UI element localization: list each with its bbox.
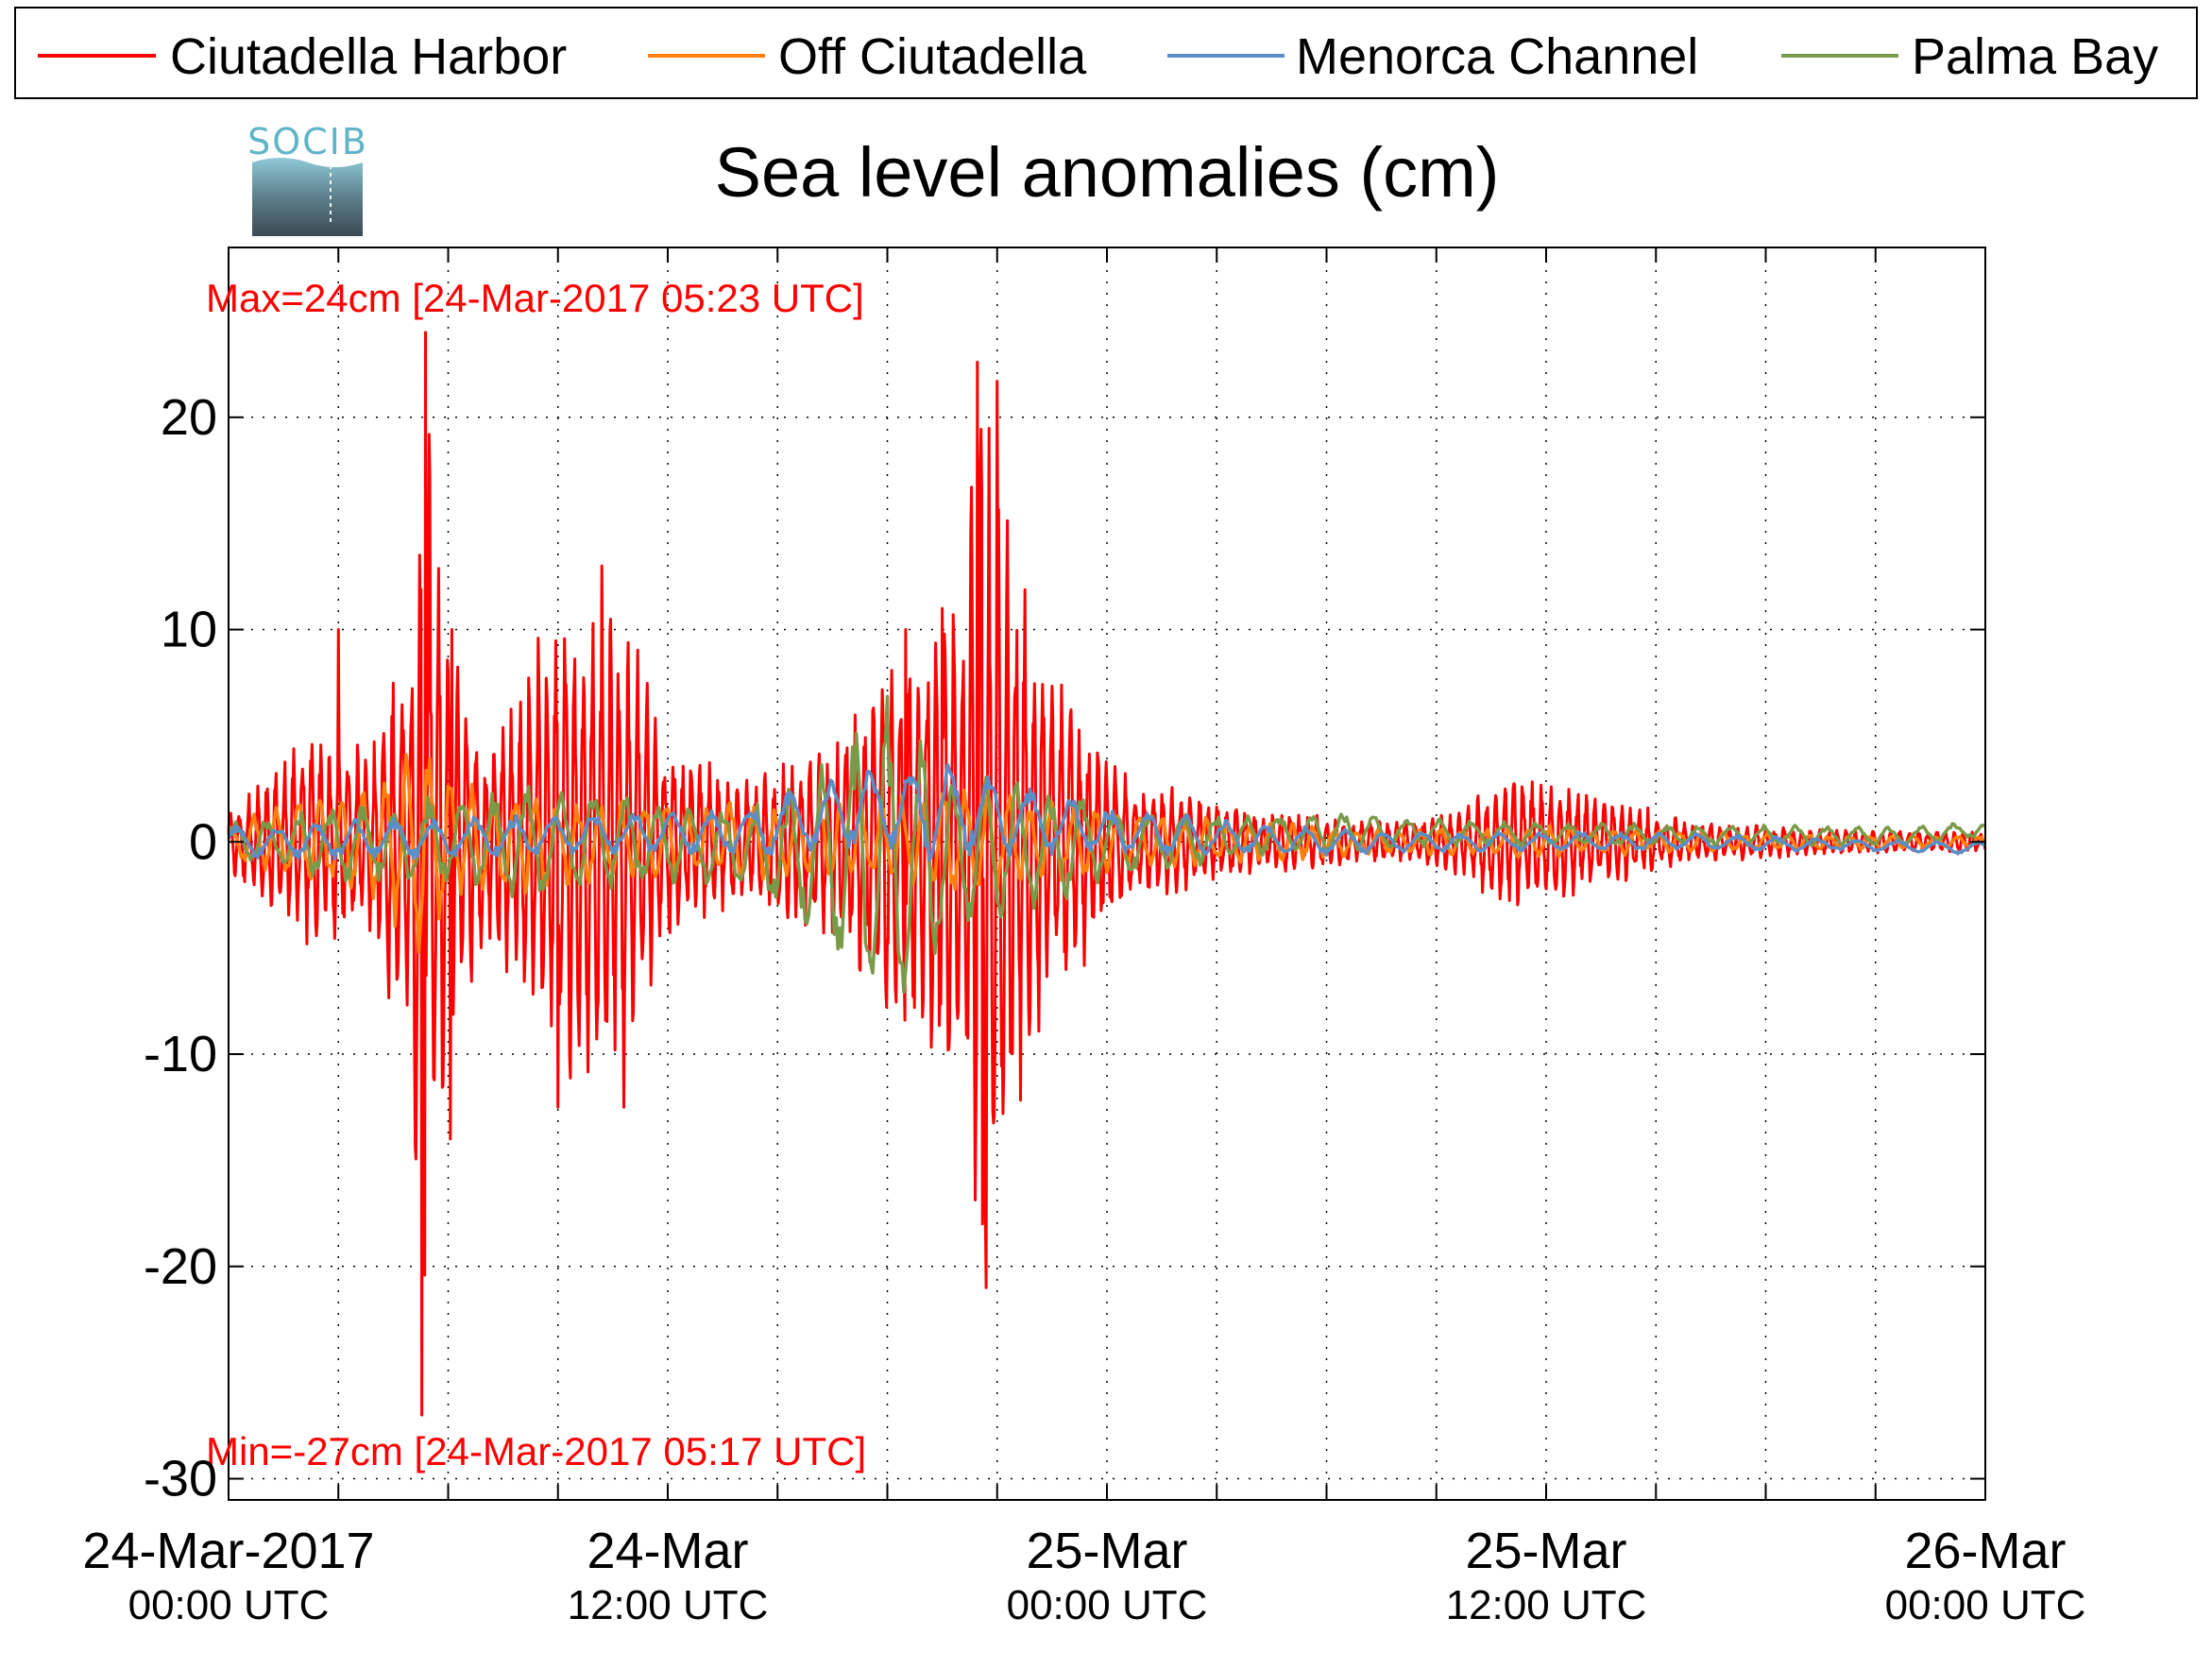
series-line-palma-bay	[227, 694, 1986, 994]
plot-area: Max=24cm [24-Mar-2017 05:23 UTC] Min=-27…	[206, 247, 1987, 1501]
x-tick-label-time: 00:00 UTC	[1885, 1582, 2086, 1628]
y-tick-label: 10	[161, 602, 217, 658]
x-tick-label-date: 24-Mar-2017	[82, 1523, 374, 1579]
y-tick-label: -30	[144, 1451, 217, 1507]
logo-text: SOCIB	[247, 121, 368, 162]
legend-item-palma-bay: Palma Bay	[1781, 28, 2158, 85]
series-line-off-ciutadella	[227, 753, 1987, 954]
legend-label: Off Ciutadella	[778, 28, 1087, 85]
legend-item-menorca-channel: Menorca Channel	[1167, 28, 1698, 85]
x-tick-label-time: 00:00 UTC	[128, 1582, 330, 1628]
legend-label: Menorca Channel	[1296, 28, 1698, 85]
legend-label: Ciutadella Harbor	[170, 28, 567, 85]
socib-logo: SOCIB	[247, 121, 368, 236]
series-line-ciutadella-harbor	[227, 331, 1987, 1417]
x-tick-label-date: 24-Mar	[587, 1523, 748, 1579]
max-annotation: Max=24cm [24-Mar-2017 05:23 UTC]	[206, 276, 864, 320]
min-annotation: Min=-27cm [24-Mar-2017 05:17 UTC]	[206, 1429, 866, 1473]
axis-ticks	[228, 247, 1986, 1500]
chart-title: Sea level anomalies (cm)	[715, 133, 1500, 212]
x-tick-label-date: 25-Mar	[1026, 1523, 1187, 1579]
series-line-menorca-channel	[227, 762, 1987, 861]
x-tick-label-time: 00:00 UTC	[1007, 1582, 1208, 1628]
legend: Ciutadella Harbor Off Ciutadella Menorca…	[14, 7, 2198, 99]
x-tick-label-time: 12:00 UTC	[568, 1582, 769, 1628]
legend-box	[14, 7, 2198, 99]
series-layer	[227, 331, 1987, 1417]
y-axis: 20 10 0 -10 -20 -30	[144, 389, 217, 1507]
x-tick-label-time: 12:00 UTC	[1446, 1582, 1647, 1628]
legend-label: Palma Bay	[1912, 28, 2158, 85]
legend-item-ciutadella-harbor: Ciutadella Harbor	[38, 28, 567, 85]
y-tick-label: -10	[144, 1026, 217, 1082]
x-tick-label-date: 25-Mar	[1465, 1523, 1626, 1579]
y-tick-label: 20	[161, 389, 217, 446]
x-tick-label-date: 26-Mar	[1904, 1523, 2066, 1579]
y-tick-label: 0	[189, 813, 217, 870]
y-tick-label: -20	[144, 1238, 217, 1295]
legend-item-off-ciutadella: Off Ciutadella	[648, 28, 1087, 85]
